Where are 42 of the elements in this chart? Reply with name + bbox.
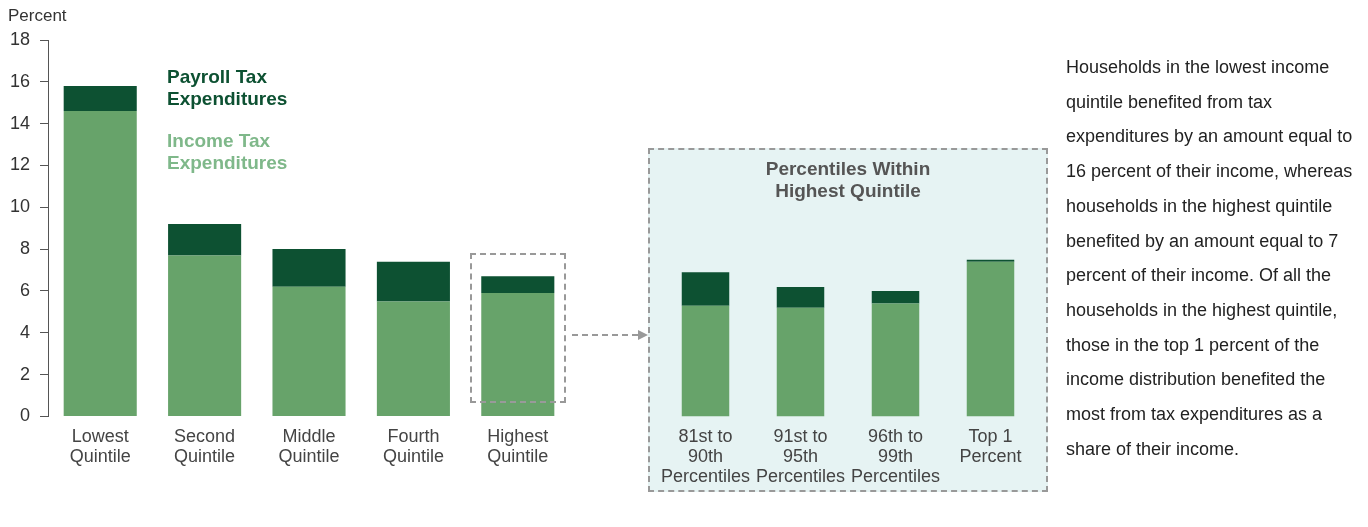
bar xyxy=(681,272,730,306)
series-label: Income Tax Expenditures xyxy=(167,130,289,174)
x-tick-label: Top 1 Percent xyxy=(959,426,1022,467)
bar xyxy=(776,307,825,417)
bar xyxy=(168,224,242,256)
y-tick-label: 14 xyxy=(9,112,31,133)
text: Households in the lowest income quintile benefited from tax expenditures by an amount equal to 16 percent of their income, whereas households in the highest quintile benefited by an amount equal to 7 percent of their income. Of all the households in the highest quintile, those in the top 1 percent of the income distribution benefited the most from tax expenditures as a share of their income. xyxy=(1066,57,1353,459)
bar xyxy=(272,286,346,416)
bar xyxy=(63,111,137,416)
x-tick-label: Highest Quintile xyxy=(487,426,549,467)
bar xyxy=(871,291,920,304)
bar xyxy=(871,303,920,417)
bar xyxy=(272,249,346,287)
y-tick-label: 10 xyxy=(9,196,31,217)
y-axis-title: Percent xyxy=(8,6,67,26)
x-tick-label: 96th to 99th Percentiles xyxy=(850,426,941,487)
y-tick-label: 18 xyxy=(9,28,31,49)
x-tick-label: Second Quintile xyxy=(174,426,236,467)
y-tick-label: 12 xyxy=(9,154,31,175)
bar xyxy=(966,259,1015,262)
text: Percentiles Within Highest Quintile xyxy=(764,158,932,202)
bar xyxy=(376,261,450,302)
x-tick-label: 81st to 90th Percentiles xyxy=(660,426,751,487)
bar xyxy=(168,255,242,416)
x-tick-label: Lowest Quintile xyxy=(69,426,131,467)
y-tick-label: 2 xyxy=(20,363,31,384)
y-tick-label: 16 xyxy=(9,70,31,91)
y-tick-label: 4 xyxy=(20,321,31,342)
bar xyxy=(481,293,555,416)
series-label: Payroll Tax Expenditures xyxy=(167,66,289,110)
y-tick-label: 8 xyxy=(20,238,31,259)
bar xyxy=(776,286,825,308)
bar xyxy=(63,86,137,112)
bar xyxy=(966,261,1015,417)
y-tick-label: 6 xyxy=(20,279,31,300)
bar xyxy=(481,276,555,294)
x-tick-label: Fourth Quintile xyxy=(382,426,444,467)
x-tick-label: Middle Quintile xyxy=(278,426,340,467)
bar xyxy=(376,301,450,416)
bar xyxy=(681,305,730,417)
y-tick-label: 0 xyxy=(20,405,31,426)
x-tick-label: 91st to 95th Percentiles xyxy=(755,426,846,487)
